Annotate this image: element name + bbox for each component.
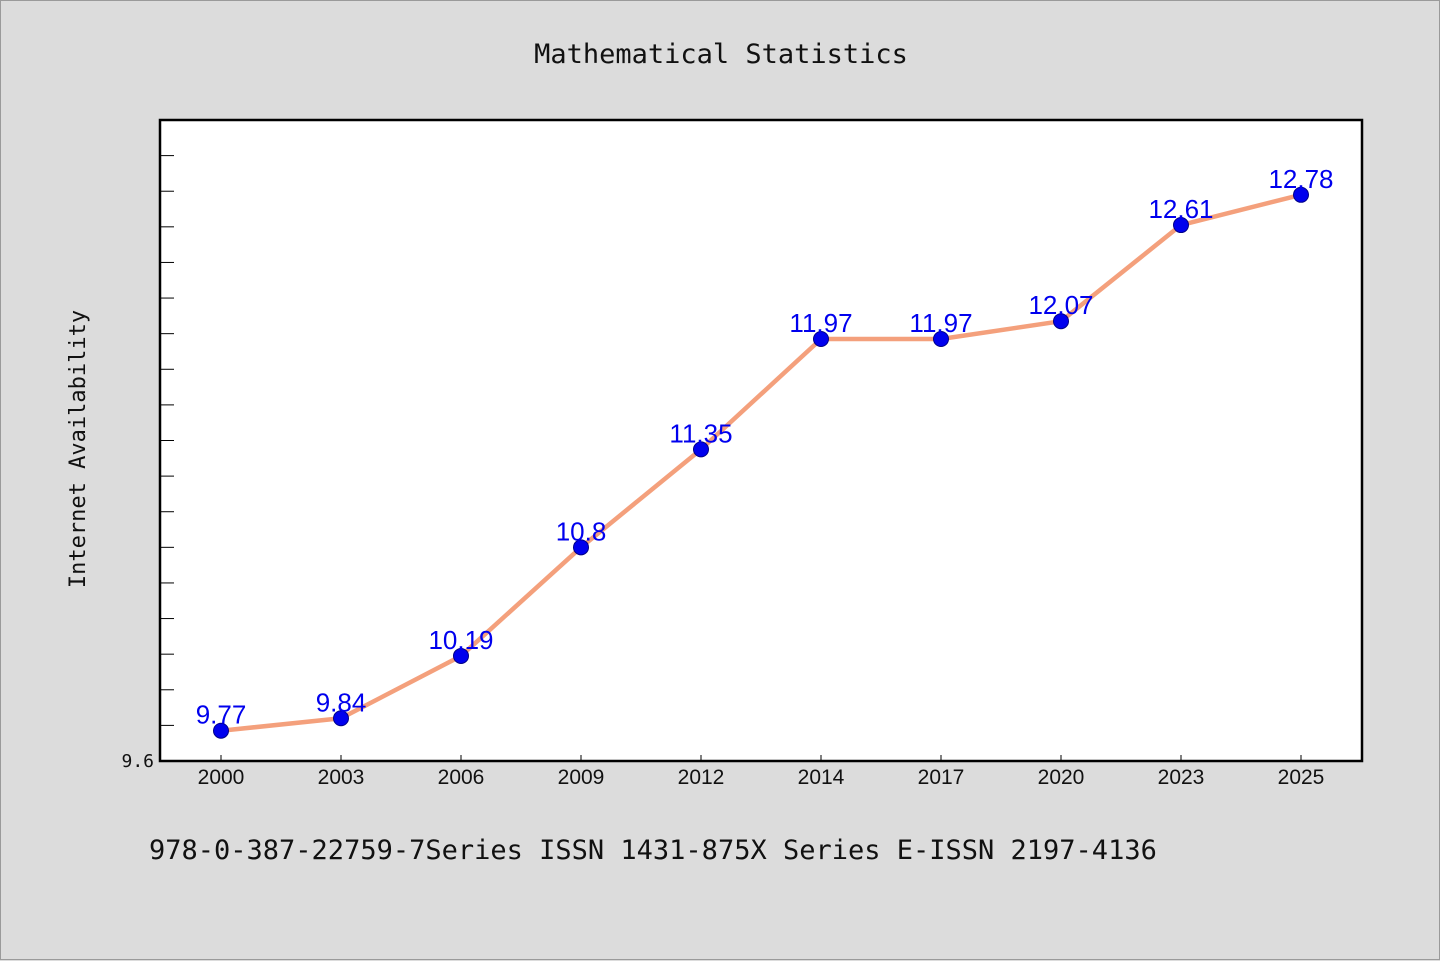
series-markers bbox=[213, 186, 1309, 739]
x-tick-label: 2006 bbox=[438, 766, 485, 789]
data-point bbox=[1053, 313, 1069, 330]
footer-isbn-text: 978-0-387-22759-7Series ISSN 1431-875X S… bbox=[149, 835, 1157, 866]
data-label: 10.8 bbox=[556, 516, 607, 546]
data-point bbox=[333, 710, 349, 727]
data-label: 10.19 bbox=[428, 625, 493, 655]
x-tick-label: 2020 bbox=[1038, 766, 1085, 789]
data-point bbox=[1173, 217, 1189, 234]
y-axis-label: Internet Availability bbox=[66, 310, 91, 588]
plot-area bbox=[158, 118, 1364, 763]
data-point bbox=[213, 722, 229, 739]
data-label: 11.97 bbox=[789, 308, 852, 338]
data-label: 12.07 bbox=[1028, 290, 1093, 320]
data-point bbox=[693, 441, 709, 458]
data-label: 12.61 bbox=[1148, 194, 1213, 224]
chart-title: Mathematical Statistics bbox=[534, 39, 908, 70]
y-tick-label: 9.6 bbox=[121, 751, 154, 772]
data-label: 11.35 bbox=[669, 418, 732, 448]
x-tick-label: 2023 bbox=[1158, 766, 1205, 789]
x-tick-label: 2000 bbox=[198, 766, 245, 789]
data-point bbox=[933, 331, 949, 348]
x-tick-label: 2014 bbox=[798, 766, 845, 789]
data-label: 12.78 bbox=[1268, 164, 1333, 194]
x-tick-label: 2012 bbox=[678, 766, 725, 789]
x-tick-label: 2003 bbox=[318, 766, 365, 789]
x-tick-label: 2025 bbox=[1278, 766, 1325, 789]
y-minor-ticks bbox=[160, 155, 174, 726]
y-tick-labels: 9.6 bbox=[121, 751, 154, 772]
data-point bbox=[573, 539, 589, 556]
data-label: 11.97 bbox=[909, 308, 972, 338]
x-tick-label: 2017 bbox=[918, 766, 965, 789]
data-point bbox=[813, 331, 829, 348]
series-line bbox=[218, 192, 1304, 733]
data-label: 9.84 bbox=[316, 687, 367, 717]
data-point bbox=[1293, 186, 1309, 203]
data-point bbox=[453, 647, 469, 664]
data-label: 9.77 bbox=[196, 700, 247, 730]
data-labels: 9.77 9.84 10.19 10.8 11.35 11.97 11.97 12.07 12.… bbox=[196, 164, 1334, 730]
x-tick-labels: 2000 2003 2006 2009 2012 2014 2017 2020 2023 2025 bbox=[198, 755, 1325, 789]
x-tick-label: 2009 bbox=[558, 766, 605, 789]
